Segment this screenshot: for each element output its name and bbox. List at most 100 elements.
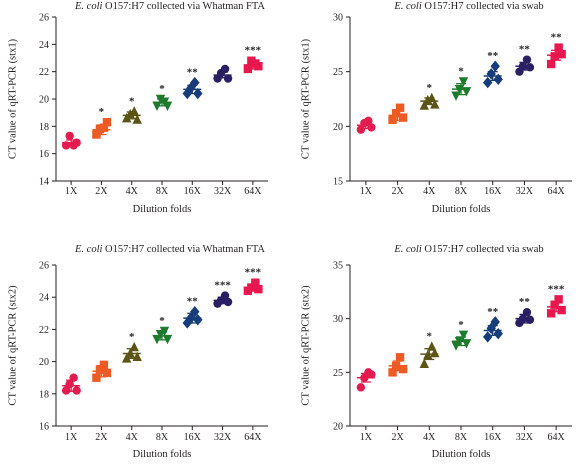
data-group-16X: ** (182, 296, 203, 329)
data-group-2X (92, 360, 112, 382)
y-tick-label: 20 (333, 122, 343, 133)
chart-title-organism: E. coli (74, 1, 102, 12)
significance-label: * (427, 331, 433, 343)
data-point (398, 113, 408, 122)
data-group-32X (213, 64, 233, 83)
x-tick-label: 32X (214, 432, 232, 443)
y-tick-label: 16 (39, 422, 49, 433)
data-point (388, 115, 397, 124)
significance-label: *** (548, 283, 565, 295)
y-tick-label: 22 (39, 325, 49, 336)
data-point (72, 386, 81, 395)
x-tick-label: 4X (423, 186, 436, 197)
data-point (550, 300, 559, 309)
data-point (92, 373, 101, 382)
data-group-1X (61, 373, 81, 395)
chart-panel-2: E. coli O157:H7 collected via swab 15 20 25… (300, 1, 572, 215)
data-point (554, 43, 563, 52)
significance-label: * (99, 106, 105, 118)
chart-title-text: O157:H7 collected via Whatman FTA (102, 244, 265, 255)
data-group-16X: ** (182, 67, 203, 100)
significance-label: *** (245, 45, 262, 57)
x-axis-label: Dilution folds (133, 204, 192, 215)
x-tick-label: 2X (391, 432, 404, 443)
data-group-8X: * (152, 83, 173, 112)
x-tick-label: 16X (184, 186, 202, 197)
y-tick-label: 26 (39, 261, 49, 272)
data-group-32X: ** (515, 296, 535, 328)
y-tick-label: 30 (333, 13, 343, 24)
data-group-2X: * (92, 106, 112, 139)
data-point (162, 334, 173, 345)
data-point (550, 52, 559, 61)
data-point (102, 118, 112, 127)
x-tick-label: 2X (95, 432, 108, 443)
data-point (554, 295, 563, 304)
data-point (430, 347, 440, 358)
x-tick-label: 1X (360, 186, 373, 197)
x-tick-label: 8X (156, 432, 169, 443)
x-tick-label: 32X (214, 186, 232, 197)
x-tick-label: 1X (360, 432, 373, 443)
significance-label: * (159, 315, 165, 327)
data-point (525, 315, 535, 324)
x-tick-label: 32X (516, 186, 534, 197)
data-group-64X: *** (243, 267, 263, 295)
data-group-4X: * (122, 331, 142, 363)
data-group-32X: *** (213, 280, 233, 308)
data-point (395, 103, 405, 112)
data-point (557, 305, 566, 315)
y-tick-label: 18 (39, 389, 49, 400)
chart-title-organism: E. coli (393, 1, 421, 12)
y-axis-label: CT value of qRT-PCR (stx1) (300, 38, 311, 159)
data-point (493, 327, 503, 340)
data-group-64X: *** (243, 45, 263, 74)
x-tick-label: 16X (184, 432, 202, 443)
data-point (193, 87, 203, 100)
data-point (99, 360, 109, 370)
x-tick-label: 1X (65, 432, 78, 443)
data-group-64X: ** (546, 32, 566, 69)
y-tick-label: 25 (333, 368, 343, 379)
data-point (356, 383, 366, 392)
data-point (367, 370, 376, 379)
significance-label: ** (187, 296, 199, 308)
data-point (254, 62, 263, 71)
data-point (251, 278, 260, 287)
data-point (162, 101, 173, 112)
data-group-1X (356, 368, 376, 392)
y-tick-label: 22 (39, 67, 49, 78)
data-group-1X (356, 116, 376, 134)
chart-panel-4: E. coli O157:H7 collected via swab 20 25 30… (300, 244, 572, 460)
data-group-2X (388, 353, 408, 377)
data-point (546, 59, 556, 69)
x-tick-label: 4X (126, 432, 139, 443)
data-point (254, 284, 263, 294)
y-axis-label: CT value of qRT-PCR (stx2) (7, 285, 18, 406)
data-group-8X: * (451, 319, 472, 351)
data-point (102, 368, 112, 378)
data-point (557, 49, 566, 59)
data-group-16X: ** (483, 50, 503, 89)
x-tick-label: 64X (548, 432, 566, 443)
y-tick-label: 20 (333, 422, 343, 433)
significance-label: * (458, 66, 464, 78)
x-tick-label: 4X (126, 186, 139, 197)
data-point (388, 368, 397, 377)
significance-label: * (159, 83, 165, 95)
data-point (95, 365, 105, 374)
x-tick-label: 2X (95, 186, 108, 197)
data-point (220, 64, 230, 74)
chart-panel-1: E. coli O157:H7 collected via Whatman FT… (7, 1, 268, 215)
x-tick-label: 16X (484, 186, 502, 197)
chart-title: E. coli O157:H7 collected via swab (393, 244, 543, 255)
y-tick-label: 25 (333, 67, 343, 78)
y-axis-label: CT value of qRT-PCR (stx1) (7, 38, 18, 159)
data-point (132, 114, 142, 124)
data-point (419, 358, 429, 368)
data-group-1X (61, 131, 81, 150)
significance-label: *** (214, 280, 231, 292)
y-tick-label: 30 (333, 314, 343, 325)
x-tick-label: 64X (548, 186, 566, 197)
